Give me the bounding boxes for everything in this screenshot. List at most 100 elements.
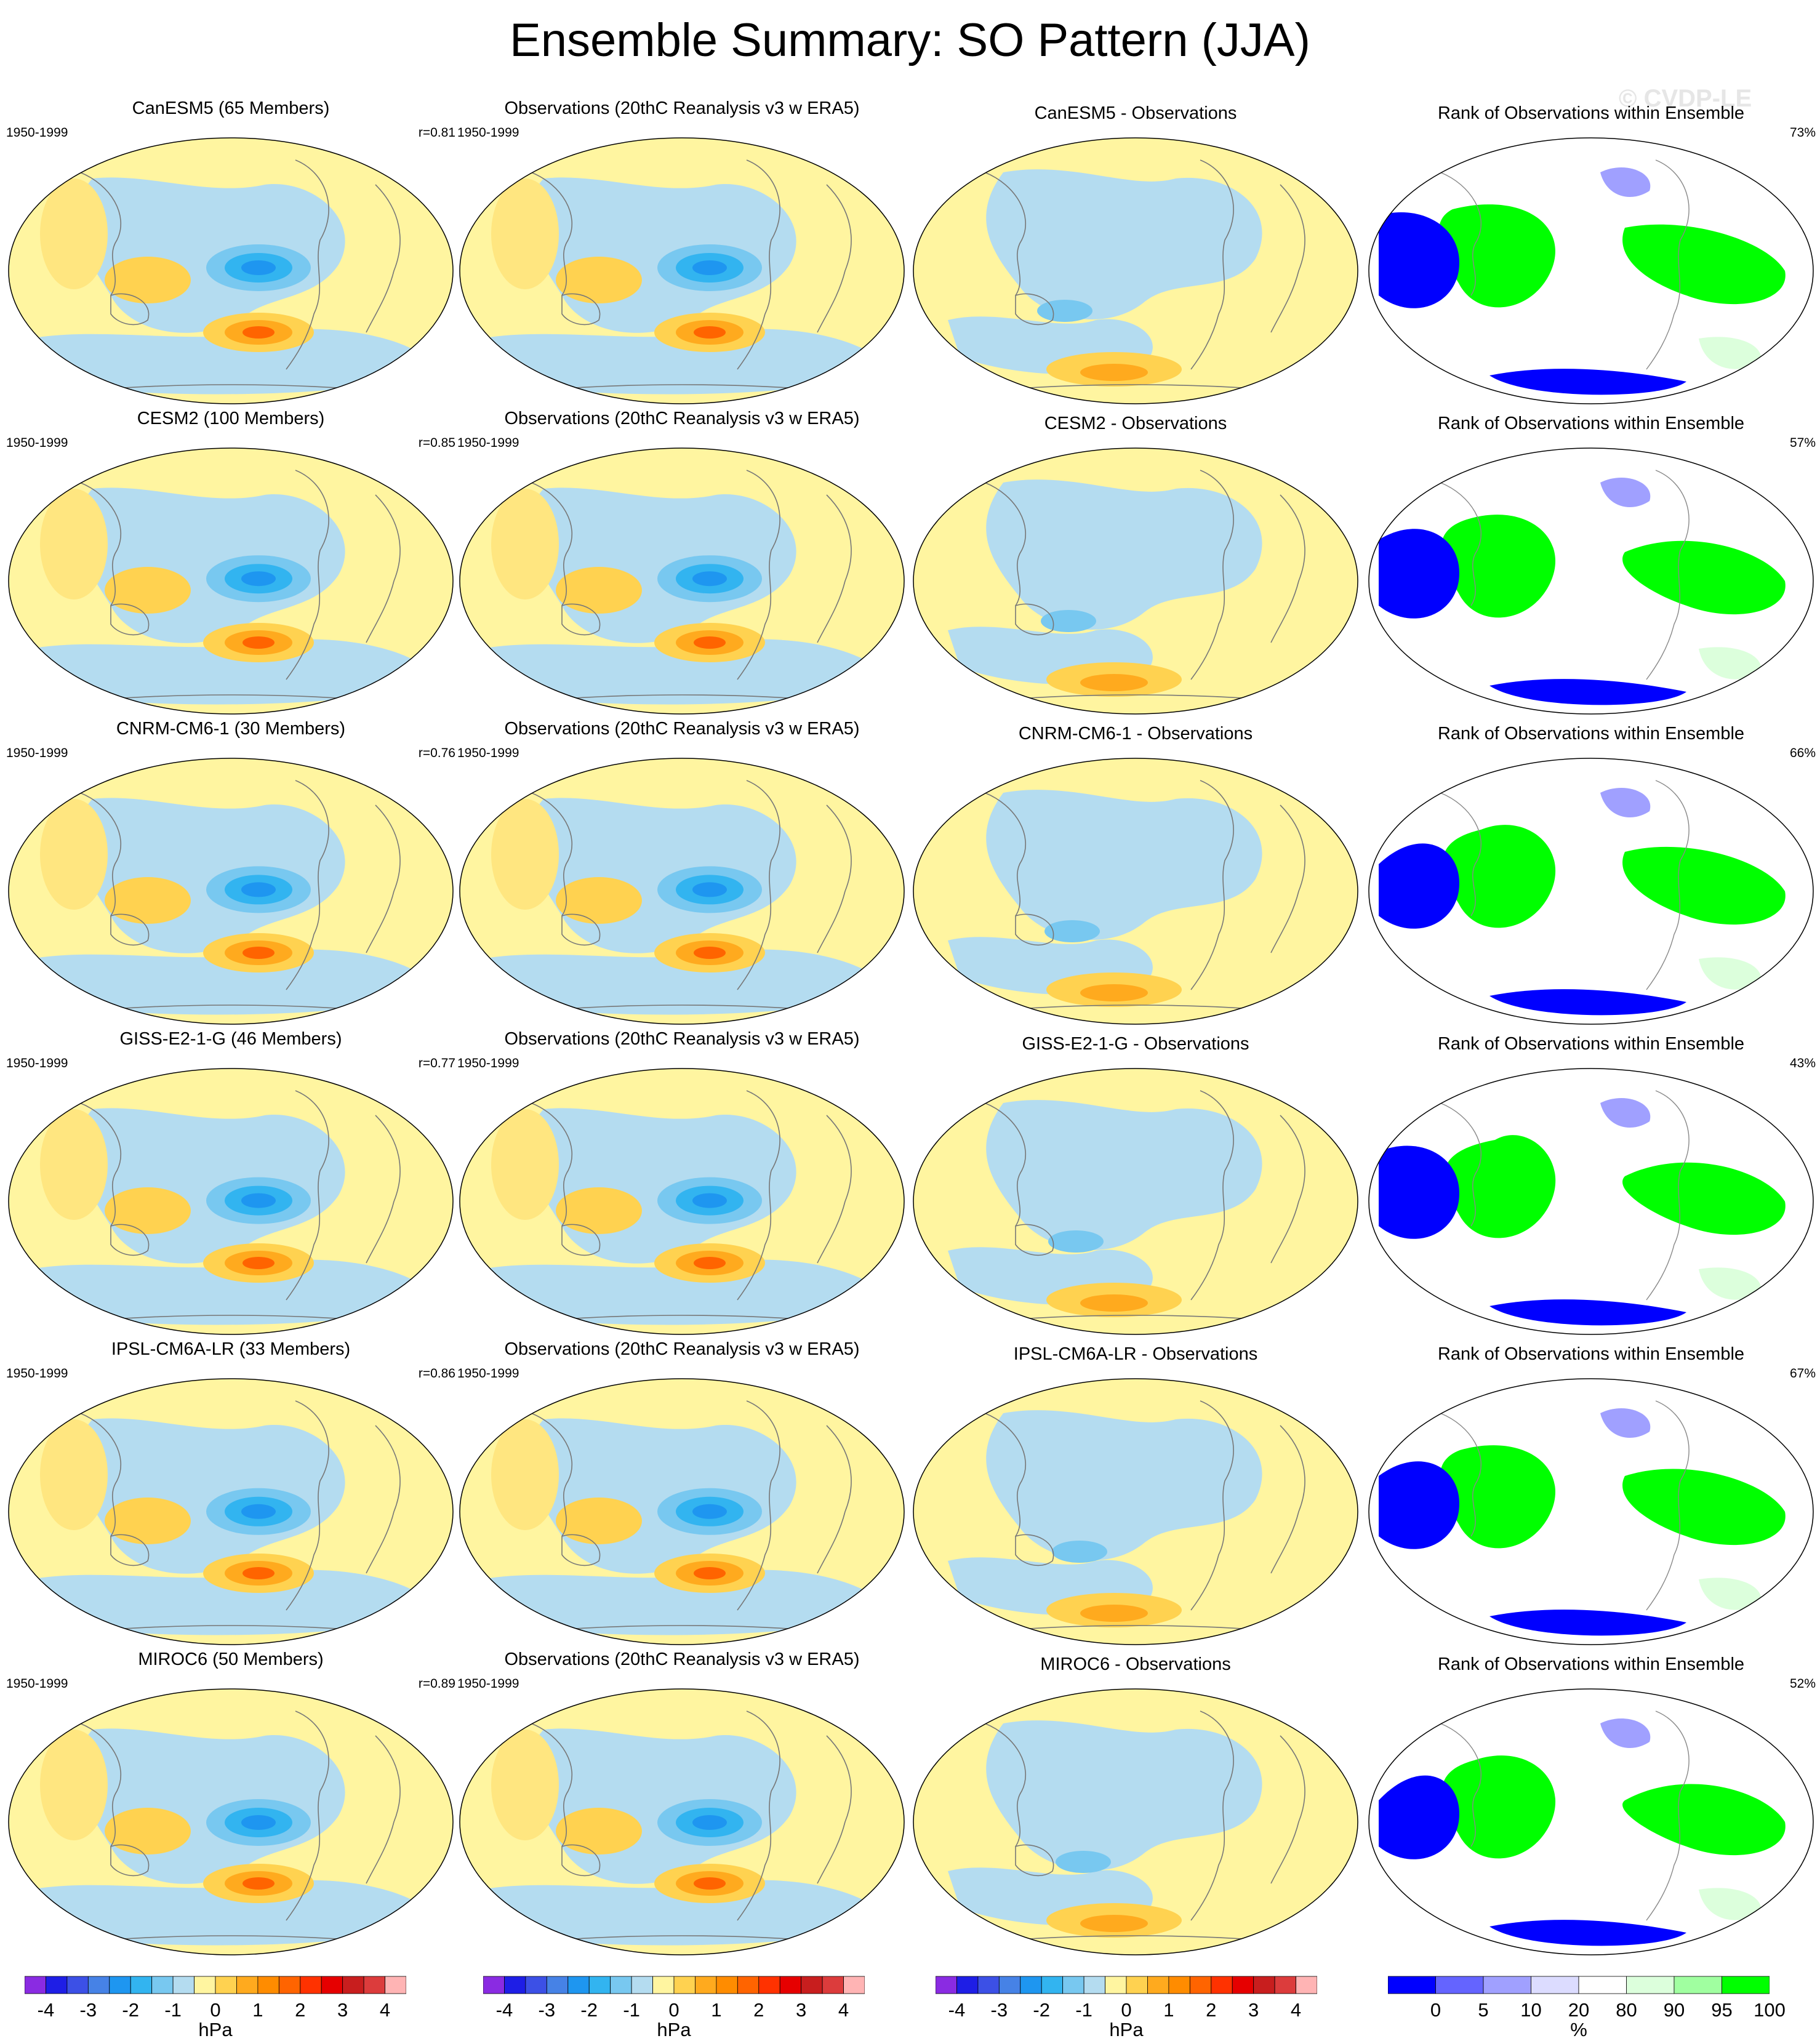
period-label: 1950-1999 [457, 1056, 519, 1070]
positive-anomaly-core [243, 1257, 275, 1269]
map-frame [913, 1068, 1358, 1335]
map-frame [459, 1688, 905, 1955]
colorbar-tick-label: -2 [122, 1999, 139, 2021]
americas-coastline [1646, 1710, 1690, 1921]
americas-coastline [1646, 780, 1690, 990]
rank-panel: Rank of Observations within Ensemble 66% [1366, 719, 1816, 1027]
rank-percent-label: 43% [1789, 1056, 1816, 1070]
colorbar-swatch [278, 1976, 301, 1994]
map-frame [459, 1378, 905, 1645]
diff-map [913, 137, 1358, 404]
colorbar-tick-label: 3 [337, 1999, 348, 2021]
colorbar-swatch [321, 1976, 343, 1994]
colorbar-swatch [1062, 1976, 1084, 1994]
negative-anomaly-region [986, 1410, 1262, 1560]
colorbar-hpa [483, 1976, 865, 1994]
colorbar-tick-label: 1 [1163, 1999, 1174, 2021]
colorbar-unit-label: hPa [657, 2019, 691, 2040]
model-map [8, 137, 454, 404]
diff-map [913, 1688, 1358, 1955]
rank-low-region [1489, 679, 1686, 705]
colorbar-tick-label: 20 [1568, 1999, 1590, 2021]
colorbar-tick-label: 95 [1711, 1999, 1733, 2021]
americas-coastline [1190, 470, 1234, 680]
colorbar-swatch [1674, 1976, 1722, 1994]
asia-coastline [79, 792, 122, 916]
colorbar-swatch [1435, 1976, 1484, 1994]
map-frame [459, 1068, 905, 1335]
obs-map [459, 1068, 905, 1335]
australia-coastline [1015, 913, 1054, 946]
period-label: 1950-1999 [6, 1677, 68, 1691]
colorbar-swatch [610, 1976, 632, 1994]
negative-anomaly-region [482, 1259, 888, 1325]
americas-coastline [737, 159, 780, 370]
asia-coastline [79, 172, 122, 296]
australia-coastline [561, 1844, 601, 1877]
colorbar-swatch [1626, 1976, 1675, 1994]
pattern-correlation-label: r=0.77 [418, 1056, 455, 1070]
period-label: 1950-1999 [6, 126, 68, 140]
panel-title: Rank of Observations within Ensemble [1437, 1034, 1745, 1054]
australia-coastline [110, 603, 150, 636]
positive-anomaly-region [491, 799, 559, 910]
colorbar-swatch [673, 1976, 696, 1994]
map-frame [8, 1688, 454, 1955]
model-panel: CanESM5 (65 Members) 1950-1999 r=0.81 [6, 98, 455, 406]
positive-anomaly-region [105, 257, 191, 303]
model-panel: GISS-E2-1-G (46 Members) 1950-1999 r=0.77 [6, 1029, 455, 1337]
colorbar-swatch [342, 1976, 364, 1994]
colorbar-swatch [1041, 1976, 1064, 1994]
colorbar-tick-label: 4 [1290, 1999, 1302, 2021]
rank-low-region [1600, 1408, 1651, 1438]
colorbar-swatch [1083, 1976, 1105, 1994]
positive-anomaly-core [243, 947, 275, 959]
negative-anomaly-core [241, 1193, 276, 1208]
rank-map [1368, 758, 1814, 1025]
colorbar-tick-label: 4 [838, 1999, 849, 2021]
negative-anomaly-core [241, 1504, 276, 1519]
map-frame [913, 758, 1358, 1025]
americas-coastline [1190, 1400, 1234, 1611]
africa-coastline [817, 1735, 852, 1884]
rank-low-region [1600, 787, 1651, 817]
panel-title: CESM2 - Observations [1044, 414, 1227, 433]
africa-coastline [1270, 184, 1305, 333]
asia-coastline [984, 482, 1027, 606]
rank-low-region [1379, 529, 1459, 619]
colorbar-swatch [1147, 1976, 1169, 1994]
colorbar-tick-label: 1 [252, 1999, 263, 2021]
colorbar-tick-label: 0 [1430, 1999, 1441, 2021]
positive-anomaly-core [694, 1567, 726, 1579]
pattern-correlation-label: r=0.85 [418, 436, 455, 450]
colorbar-swatch [652, 1976, 675, 1994]
panel-title: MIROC6 - Observations [1040, 1654, 1231, 1674]
negative-anomaly-core [241, 571, 276, 587]
rank-low-region [1379, 1775, 1459, 1859]
americas-coastline [1190, 159, 1234, 370]
panel-title: Rank of Observations within Ensemble [1437, 103, 1745, 123]
negative-anomaly-region [482, 949, 888, 1015]
colorbar-swatch [588, 1976, 611, 1994]
colorbar-tick-label: 80 [1616, 1999, 1637, 2021]
panel-title: CESM2 (100 Members) [137, 409, 325, 428]
rank-high-region [1443, 825, 1556, 928]
negative-anomaly-core [1048, 1230, 1104, 1253]
rank-low-region [1600, 1097, 1651, 1128]
colorbar-swatch [779, 1976, 802, 1994]
colorbar-swatch [25, 1976, 46, 1994]
map-frame [8, 1068, 454, 1335]
negative-anomaly-core [241, 260, 276, 275]
rank-low-region [1379, 1461, 1459, 1549]
map-frame [8, 137, 454, 404]
rank-high-region [1622, 1784, 1786, 1856]
colorbar-tick-label: 3 [1248, 1999, 1259, 2021]
positive-anomaly-region [105, 1498, 191, 1544]
colorbar-swatch [936, 1976, 957, 1994]
rank-map [1368, 137, 1814, 404]
australia-coastline [561, 603, 601, 636]
negative-anomaly-core [241, 1815, 276, 1830]
panel-title: CanESM5 - Observations [1034, 103, 1237, 123]
period-label: 1950-1999 [457, 436, 519, 450]
positive-anomaly-core [1080, 984, 1148, 1001]
